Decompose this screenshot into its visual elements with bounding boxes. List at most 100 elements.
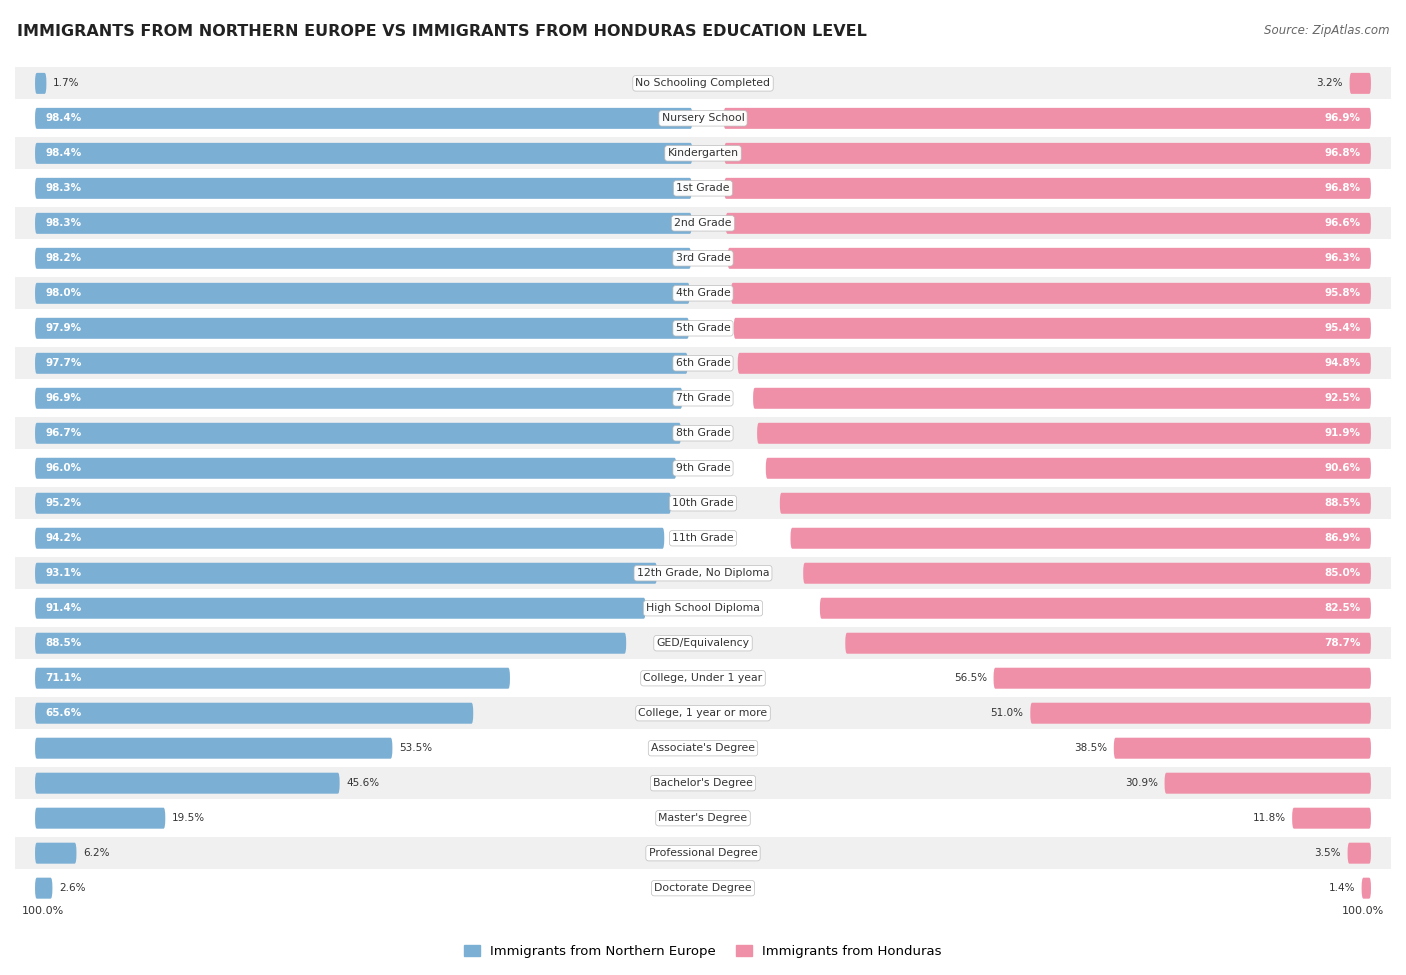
FancyBboxPatch shape [1164,773,1371,794]
Text: 88.5%: 88.5% [45,639,82,648]
FancyBboxPatch shape [35,492,671,514]
Text: 7th Grade: 7th Grade [676,393,730,404]
FancyBboxPatch shape [35,213,692,234]
Text: 1.4%: 1.4% [1329,883,1355,893]
FancyBboxPatch shape [35,108,692,129]
Text: Bachelor's Degree: Bachelor's Degree [652,778,754,788]
FancyBboxPatch shape [1361,878,1371,899]
Text: GED/Equivalency: GED/Equivalency [657,639,749,648]
FancyBboxPatch shape [35,73,46,94]
Bar [15,697,1391,729]
Text: 11th Grade: 11th Grade [672,533,734,543]
Bar [15,382,1391,414]
FancyBboxPatch shape [738,353,1371,373]
Text: 2nd Grade: 2nd Grade [675,218,731,228]
FancyBboxPatch shape [1031,703,1371,723]
FancyBboxPatch shape [35,143,692,164]
Bar [15,312,1391,344]
Text: 3rd Grade: 3rd Grade [675,254,731,263]
FancyBboxPatch shape [1347,842,1371,864]
FancyBboxPatch shape [780,492,1371,514]
FancyBboxPatch shape [35,283,689,304]
Text: 4th Grade: 4th Grade [676,289,730,298]
Text: 30.9%: 30.9% [1125,778,1159,788]
Text: 45.6%: 45.6% [346,778,380,788]
FancyBboxPatch shape [724,108,1371,129]
Text: 98.4%: 98.4% [45,148,82,158]
Bar [15,732,1391,764]
FancyBboxPatch shape [35,563,657,584]
Text: 8th Grade: 8th Grade [676,428,730,439]
Bar [15,592,1391,624]
Text: 91.4%: 91.4% [45,604,82,613]
Legend: Immigrants from Northern Europe, Immigrants from Honduras: Immigrants from Northern Europe, Immigra… [458,940,948,963]
Bar [15,277,1391,309]
Text: Master's Degree: Master's Degree [658,813,748,823]
Text: 78.7%: 78.7% [1324,639,1361,648]
Bar [15,242,1391,274]
Text: College, Under 1 year: College, Under 1 year [644,673,762,683]
Bar [15,662,1391,694]
Text: 85.0%: 85.0% [1324,568,1361,578]
Text: 92.5%: 92.5% [1324,393,1361,404]
Text: College, 1 year or more: College, 1 year or more [638,708,768,719]
Text: 100.0%: 100.0% [21,906,63,916]
Text: 100.0%: 100.0% [1343,906,1385,916]
Bar [15,523,1391,555]
Text: Associate's Degree: Associate's Degree [651,743,755,754]
FancyBboxPatch shape [35,598,645,619]
FancyBboxPatch shape [35,738,392,759]
Text: No Schooling Completed: No Schooling Completed [636,78,770,89]
Text: 96.0%: 96.0% [45,463,82,473]
Text: 56.5%: 56.5% [953,673,987,683]
Text: 95.4%: 95.4% [1324,324,1361,333]
Bar [15,627,1391,659]
Text: 94.8%: 94.8% [1324,358,1361,369]
FancyBboxPatch shape [731,283,1371,304]
FancyBboxPatch shape [820,598,1371,619]
Text: Doctorate Degree: Doctorate Degree [654,883,752,893]
Text: IMMIGRANTS FROM NORTHERN EUROPE VS IMMIGRANTS FROM HONDURAS EDUCATION LEVEL: IMMIGRANTS FROM NORTHERN EUROPE VS IMMIG… [17,24,866,39]
Text: 11.8%: 11.8% [1253,813,1285,823]
FancyBboxPatch shape [754,388,1371,409]
Text: 96.3%: 96.3% [1324,254,1361,263]
Text: 53.5%: 53.5% [399,743,432,754]
Text: High School Diploma: High School Diploma [647,604,759,613]
Text: 95.8%: 95.8% [1324,289,1361,298]
Text: 94.2%: 94.2% [45,533,82,543]
Text: Kindergarten: Kindergarten [668,148,738,158]
Bar [15,452,1391,485]
Bar [15,173,1391,205]
FancyBboxPatch shape [35,527,664,549]
FancyBboxPatch shape [35,353,688,373]
Text: 6th Grade: 6th Grade [676,358,730,369]
FancyBboxPatch shape [734,318,1371,338]
Text: 5th Grade: 5th Grade [676,324,730,333]
FancyBboxPatch shape [35,633,626,653]
Bar [15,557,1391,589]
Bar [15,102,1391,135]
FancyBboxPatch shape [35,458,676,479]
Text: 1st Grade: 1st Grade [676,183,730,193]
FancyBboxPatch shape [35,668,510,688]
Text: 9th Grade: 9th Grade [676,463,730,473]
FancyBboxPatch shape [35,703,474,723]
FancyBboxPatch shape [803,563,1371,584]
FancyBboxPatch shape [35,318,689,338]
Bar [15,488,1391,520]
Bar [15,802,1391,835]
Text: 38.5%: 38.5% [1074,743,1107,754]
Text: 6.2%: 6.2% [83,848,110,858]
FancyBboxPatch shape [35,878,52,899]
Text: 98.3%: 98.3% [45,183,82,193]
Text: 98.3%: 98.3% [45,218,82,228]
FancyBboxPatch shape [728,248,1371,269]
Bar [15,872,1391,904]
Text: 2.6%: 2.6% [59,883,86,893]
Bar [15,347,1391,379]
FancyBboxPatch shape [35,807,166,829]
Text: Source: ZipAtlas.com: Source: ZipAtlas.com [1264,24,1389,37]
Text: 97.9%: 97.9% [45,324,82,333]
FancyBboxPatch shape [1114,738,1371,759]
Text: 96.9%: 96.9% [45,393,82,404]
